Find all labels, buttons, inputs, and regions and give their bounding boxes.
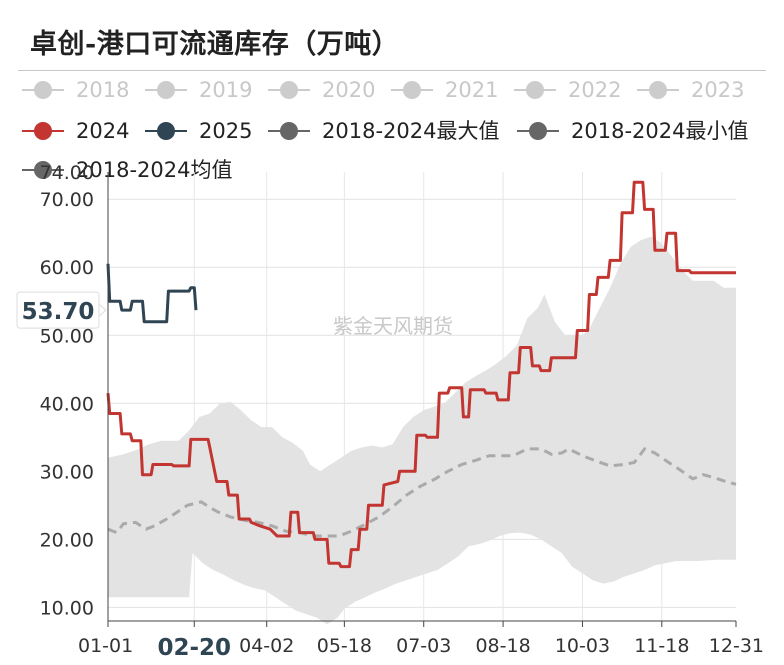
legend-marker-icon xyxy=(526,81,544,99)
current-value-label: 53.70 xyxy=(22,299,95,325)
x-tick-label: 08-18 xyxy=(475,635,530,657)
range-area-max-min xyxy=(108,236,736,625)
y-tick-label: 10.00 xyxy=(40,597,94,619)
legend-item-9[interactable]: 2018-2024最小值 xyxy=(517,119,748,143)
hover-overlay: 53.70 02-20 xyxy=(16,291,235,661)
series-line-2024 xyxy=(106,180,736,569)
y-tick-label: 30.00 xyxy=(40,461,94,483)
x-tick-label: 05-18 xyxy=(317,635,372,657)
legend-item-0[interactable]: 2018 xyxy=(22,78,129,102)
hover-x-label: 02-20 xyxy=(157,635,231,661)
legend-label: 2018 xyxy=(76,78,129,102)
series-line-mean xyxy=(107,447,737,538)
legend-item-1[interactable]: 2019 xyxy=(145,78,252,102)
y-tick-label: 40.00 xyxy=(40,393,94,415)
title-divider xyxy=(18,70,766,71)
watermark-text: 紫金天风期货 xyxy=(333,314,453,338)
legend-item-8[interactable]: 2018-2024最大值 xyxy=(268,119,499,143)
y-tick-label: 74.00 xyxy=(40,162,94,184)
current-value-pointer-icon xyxy=(98,303,107,318)
legend-marker-icon xyxy=(529,122,547,140)
axes: 10.00 20.00 30.00 40.00 50.00 60.00 70.00 74.00… xyxy=(40,162,764,657)
legend-item-5[interactable]: 2023 xyxy=(637,78,744,102)
legend-marker-icon xyxy=(157,81,175,99)
current-value-tag: 53.70 xyxy=(16,291,107,329)
legend-label: 2018-2024均值 xyxy=(76,158,232,182)
legend-label: 2023 xyxy=(691,78,744,102)
legend-label: 2018-2024最大值 xyxy=(322,119,499,143)
legend-marker-icon xyxy=(34,161,52,179)
legend-item-6[interactable]: 2024 xyxy=(22,119,129,143)
series-line-2025 xyxy=(106,263,198,324)
legend-marker-icon xyxy=(403,81,421,99)
x-tick-label: 11-18 xyxy=(634,635,689,657)
legend-label: 2025 xyxy=(199,119,252,143)
legend-item-2[interactable]: 2020 xyxy=(268,78,375,102)
legend-marker-icon xyxy=(280,81,298,99)
legend-item-3[interactable]: 2021 xyxy=(391,78,498,102)
x-tick-label: 07-03 xyxy=(396,635,451,657)
legend-item-7[interactable]: 2025 xyxy=(145,119,252,143)
hover-x-label-bg xyxy=(154,627,235,661)
y-tick-label: 20.00 xyxy=(40,529,94,551)
legend-marker-icon xyxy=(649,81,667,99)
legend-label: 2018-2024最小值 xyxy=(571,119,748,143)
legend-item-10[interactable]: 2018-2024均值 xyxy=(22,158,232,182)
series-lines xyxy=(106,180,737,569)
legend-marker-icon xyxy=(34,122,52,140)
legend-label: 2022 xyxy=(568,78,621,102)
y-tick-label: 70.00 xyxy=(40,189,94,211)
legend-marker-icon xyxy=(280,122,298,140)
legend-item-4[interactable]: 2022 xyxy=(514,78,621,102)
legend[interactable]: 2018 2019 2020 2021 2022 2023 2024 2025 2018-202… xyxy=(22,78,748,182)
legend-label: 2019 xyxy=(199,78,252,102)
x-tick-label: 10-03 xyxy=(555,635,610,657)
x-tick-label: 01-01 xyxy=(78,635,133,657)
legend-label: 2021 xyxy=(445,78,498,102)
legend-label: 2020 xyxy=(322,78,375,102)
y-tick-label: 50.00 xyxy=(40,325,94,347)
legend-marker-icon xyxy=(157,122,175,140)
watermark: 紫金天风期货 xyxy=(333,314,453,338)
legend-marker-icon xyxy=(34,81,52,99)
range-band xyxy=(108,236,736,625)
chart-title: 卓创-港口可流通库存（万吨） xyxy=(30,29,400,60)
legend-label: 2024 xyxy=(76,119,129,143)
x-tick-label: 04-02 xyxy=(239,635,294,657)
x-tick-label: 12-31 xyxy=(709,635,764,657)
y-tick-label: 60.00 xyxy=(40,257,94,279)
